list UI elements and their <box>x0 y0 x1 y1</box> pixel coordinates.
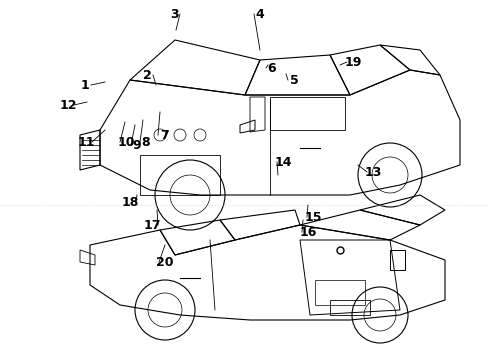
Text: 15: 15 <box>304 211 322 224</box>
Bar <box>390 250 405 270</box>
Text: 17: 17 <box>143 219 161 231</box>
Text: 1: 1 <box>81 78 89 91</box>
Bar <box>330 300 370 315</box>
Bar <box>315 280 365 305</box>
Text: 16: 16 <box>299 225 317 239</box>
Text: 5: 5 <box>290 73 298 86</box>
Text: 7: 7 <box>160 129 169 141</box>
Text: 13: 13 <box>364 166 382 179</box>
Text: 11: 11 <box>77 135 95 149</box>
Text: 20: 20 <box>156 256 174 269</box>
Text: 10: 10 <box>117 135 135 149</box>
Text: 2: 2 <box>143 68 151 81</box>
Text: 14: 14 <box>274 156 292 168</box>
Text: 3: 3 <box>170 8 178 21</box>
Text: 9: 9 <box>133 139 141 152</box>
Text: 6: 6 <box>268 62 276 75</box>
Text: 18: 18 <box>122 195 139 208</box>
Text: 12: 12 <box>59 99 77 112</box>
Bar <box>140 155 220 195</box>
Text: 4: 4 <box>256 8 265 21</box>
Text: 8: 8 <box>142 135 150 149</box>
Text: 19: 19 <box>344 55 362 68</box>
